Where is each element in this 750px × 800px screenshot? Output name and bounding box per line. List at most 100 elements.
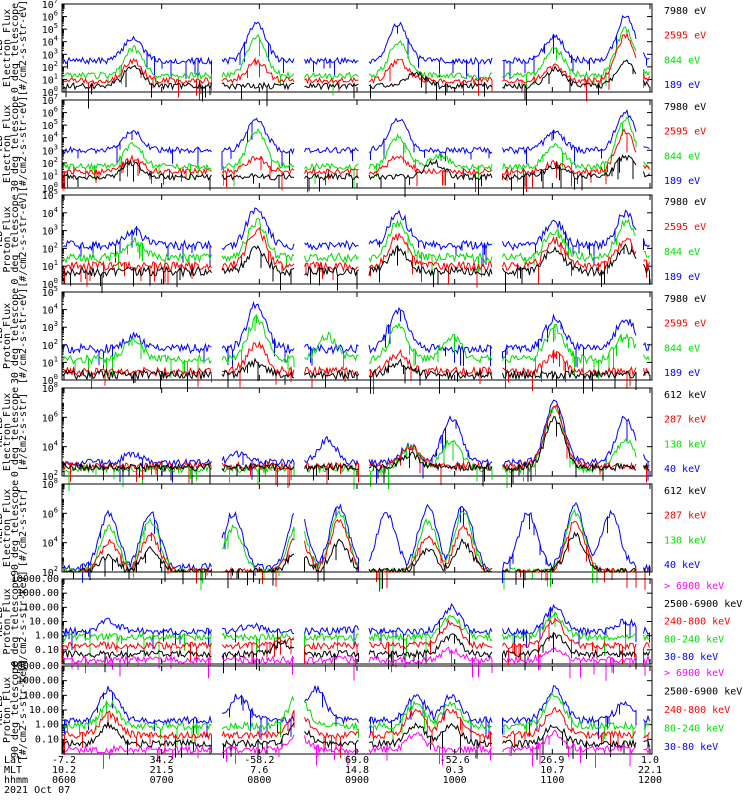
series-red [62,128,650,193]
series-magenta [62,729,650,769]
series-red [62,706,650,758]
lat-tick-label: 34.2 [150,755,174,766]
hhmm-tick-label: 1000 [443,775,467,786]
legend-entry: 189 eV [664,176,700,187]
legend-entry: 844 eV [664,343,700,354]
y-axis-label: MEPEDElectron Flux90 deg telescope[#/cm2… [0,480,29,576]
legend-entry: 130 keV [664,535,706,546]
y-tick-label: 105 [42,285,58,299]
y-tick-label: 108 [42,477,58,491]
legend-entry: 2595 eV [664,127,706,138]
y-tick-label: 100.00 [23,602,59,613]
hhmm-tick-label: 0700 [150,775,174,786]
legend-entry: 2500-6900 keV [664,599,742,610]
series-black [62,59,650,109]
y-tick-label: 105 [42,188,58,202]
series-black [62,243,650,293]
legend-entry: 7980 eV [664,6,706,17]
y-tick-label: 0.10 [35,734,59,745]
date-label: 2021 Oct 07 [4,785,70,796]
series-black [62,416,650,488]
legend-entry: 612 keV [664,390,706,401]
mlt-tick-label: 22.1 [638,765,662,776]
y-tick-label: 10.00 [29,705,59,716]
legend-entry: 2595 eV [664,31,706,42]
series-green [62,610,650,658]
y-tick-label: 1.00 [35,631,59,642]
series-black [62,153,650,198]
legend-entry: 287 keV [664,415,706,426]
y-tick-label: 104 [42,536,58,550]
legend-entry: 7980 eV [664,294,706,305]
legend-entry: 2595 eV [664,222,706,233]
hhmm-tick-label: 1200 [638,775,662,786]
mlt-tick-label: 21.5 [150,765,174,776]
y-axis-label: MEPEDProton Flux0 deg telescope[#/cm2-s-… [0,570,29,672]
legend-entry: 7980 eV [664,102,706,113]
legend-entry: 240-800 keV [664,617,730,628]
legend-entry: 189 eV [664,368,700,379]
y-tick-label: 10.00 [29,617,59,628]
y-tick-label: 1.00 [35,720,59,731]
legend-entry: 30-80 keV [664,652,718,663]
y-tick-label: 10000.00 [11,661,59,672]
lat-tick-label: 26.9 [540,755,564,766]
legend-entry: 189 eV [664,272,700,283]
legend-entry: 844 eV [664,55,700,66]
series-black [62,357,650,394]
lat-tick-label: 1.0 [641,755,659,766]
lat-tick-label: -52.6 [440,755,470,766]
legend-entry: 7980 eV [664,197,706,208]
legend-entry: 240-800 keV [664,705,730,716]
hhmm-tick-label: 0900 [345,775,369,786]
series-red [62,226,650,288]
time-axis-row-label: MLT [4,765,22,776]
lat-tick-label: -58.2 [244,755,274,766]
series-green [62,26,650,96]
series-red [63,519,650,592]
y-axis-label: TEDElectron Flux0 deg telescope[#/cm2-s-… [0,0,29,96]
y-tick-label: 1000.00 [17,676,59,687]
mlt-tick-label: 10.2 [52,765,76,776]
panel-7: 0.10 1.00 10.00 100.00 1000.00 10000.00MEPEDP… [0,570,742,681]
y-axis-label: TEDProton Flux0 deg telescope[#/cm2-s-st… [0,191,29,287]
legend-entry: 130 keV [664,439,706,450]
series-blue [62,15,650,82]
series-green [62,405,650,491]
y-tick-label: 0.10 [35,645,59,656]
series-red [62,617,650,667]
mlt-tick-label: 7.6 [250,765,268,776]
series-black [63,531,650,589]
y-tick-label: 101 [42,259,58,273]
series-green [62,116,650,188]
legend-entry: 2500-6900 keV [664,687,742,698]
y-tick-label: 100.00 [23,690,59,701]
legend-entry: > 6900 keV [664,581,724,592]
legend-entry: 30-80 keV [664,742,718,753]
series-green [62,508,650,590]
series-blue [62,684,650,740]
series-blue [62,109,650,171]
time-axis-row-label: Lat [4,755,22,766]
time-axis-row-label: hhmm [4,775,28,786]
series-black [62,719,650,761]
y-tick-label: 106 [42,506,58,520]
y-axis-label: MEPEDElectron Flux0 deg telescope[#/cm2-… [0,387,29,477]
legend-entry: 844 eV [664,151,700,162]
legend-entry: 612 keV [664,486,706,497]
y-tick-label: 104 [42,440,58,454]
y-axis-label: MEPEDProton Flux90 deg telescope[#/cm2-s… [0,659,29,761]
series-blue [62,502,650,584]
y-tick-label: 10000.00 [11,574,59,585]
y-tick-label: 101 [42,355,58,369]
series-black [62,631,650,674]
y-tick-label: 106 [42,410,58,424]
legend-entry: 287 keV [664,511,706,522]
y-tick-label: 108 [42,381,58,395]
